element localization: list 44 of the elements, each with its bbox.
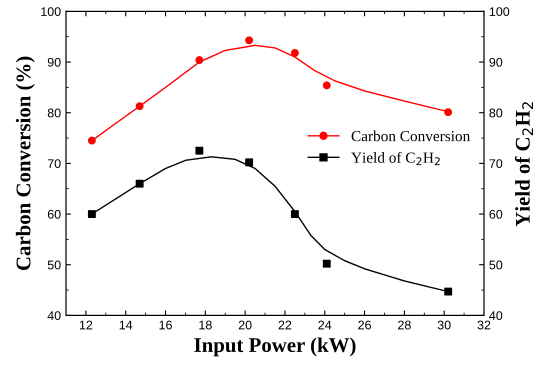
point	[322, 260, 331, 268]
y2-tick-label: 40	[489, 311, 502, 320]
point	[195, 146, 204, 155]
y-tick-label: 50	[48, 260, 61, 270]
point	[444, 108, 452, 116]
point	[195, 56, 204, 64]
x-tick-label: 12	[80, 320, 92, 330]
legend-label: Yield of C$_{2}$H$_{2}$	[351, 152, 440, 166]
point	[322, 81, 331, 90]
y2-tick-label: 80	[489, 108, 502, 118]
point	[88, 210, 96, 218]
point	[136, 180, 144, 188]
x-tick-label: 20	[238, 320, 252, 330]
y-tick-label: 80	[48, 108, 61, 118]
y-tick-label: 70	[48, 159, 61, 168]
y-tick-label: 60	[48, 210, 61, 219]
x-tick-label: 16	[160, 320, 172, 330]
point	[290, 210, 299, 218]
y2-tick-label: 70	[490, 159, 502, 168]
y2-tick-label: 50	[489, 260, 502, 270]
legend-label: Carbon Conversion	[352, 130, 470, 142]
point	[136, 102, 144, 110]
y-tick-label: 100	[41, 7, 61, 16]
y2-axis-title: Yield of C$_{2}$H$_{2}$	[514, 102, 534, 226]
point	[88, 136, 96, 145]
y2-tick-label: 100	[490, 7, 510, 16]
x-tick-label: 24	[318, 320, 332, 330]
y-axis-title: Carbon Conversion (%)	[16, 56, 35, 270]
point	[245, 158, 254, 166]
x-tick-label: 22	[278, 320, 292, 330]
x-tick-label: 30	[438, 320, 451, 330]
x-tick-label: 28	[398, 320, 411, 330]
point	[444, 288, 452, 296]
point	[290, 48, 299, 57]
x-axis-title: Input Power (kW)	[194, 337, 356, 356]
x-tick-label: 18	[199, 320, 212, 330]
x-tick-label: 14	[120, 320, 132, 330]
x-tick-label: 26	[358, 320, 371, 330]
y2-tick-label: 60	[489, 210, 502, 219]
y-tick-label: 40	[48, 311, 61, 320]
x-tick-label: 32	[478, 320, 490, 330]
point	[245, 36, 254, 44]
y-tick-label: 90	[48, 58, 61, 67]
y2-tick-label: 90	[489, 58, 502, 67]
